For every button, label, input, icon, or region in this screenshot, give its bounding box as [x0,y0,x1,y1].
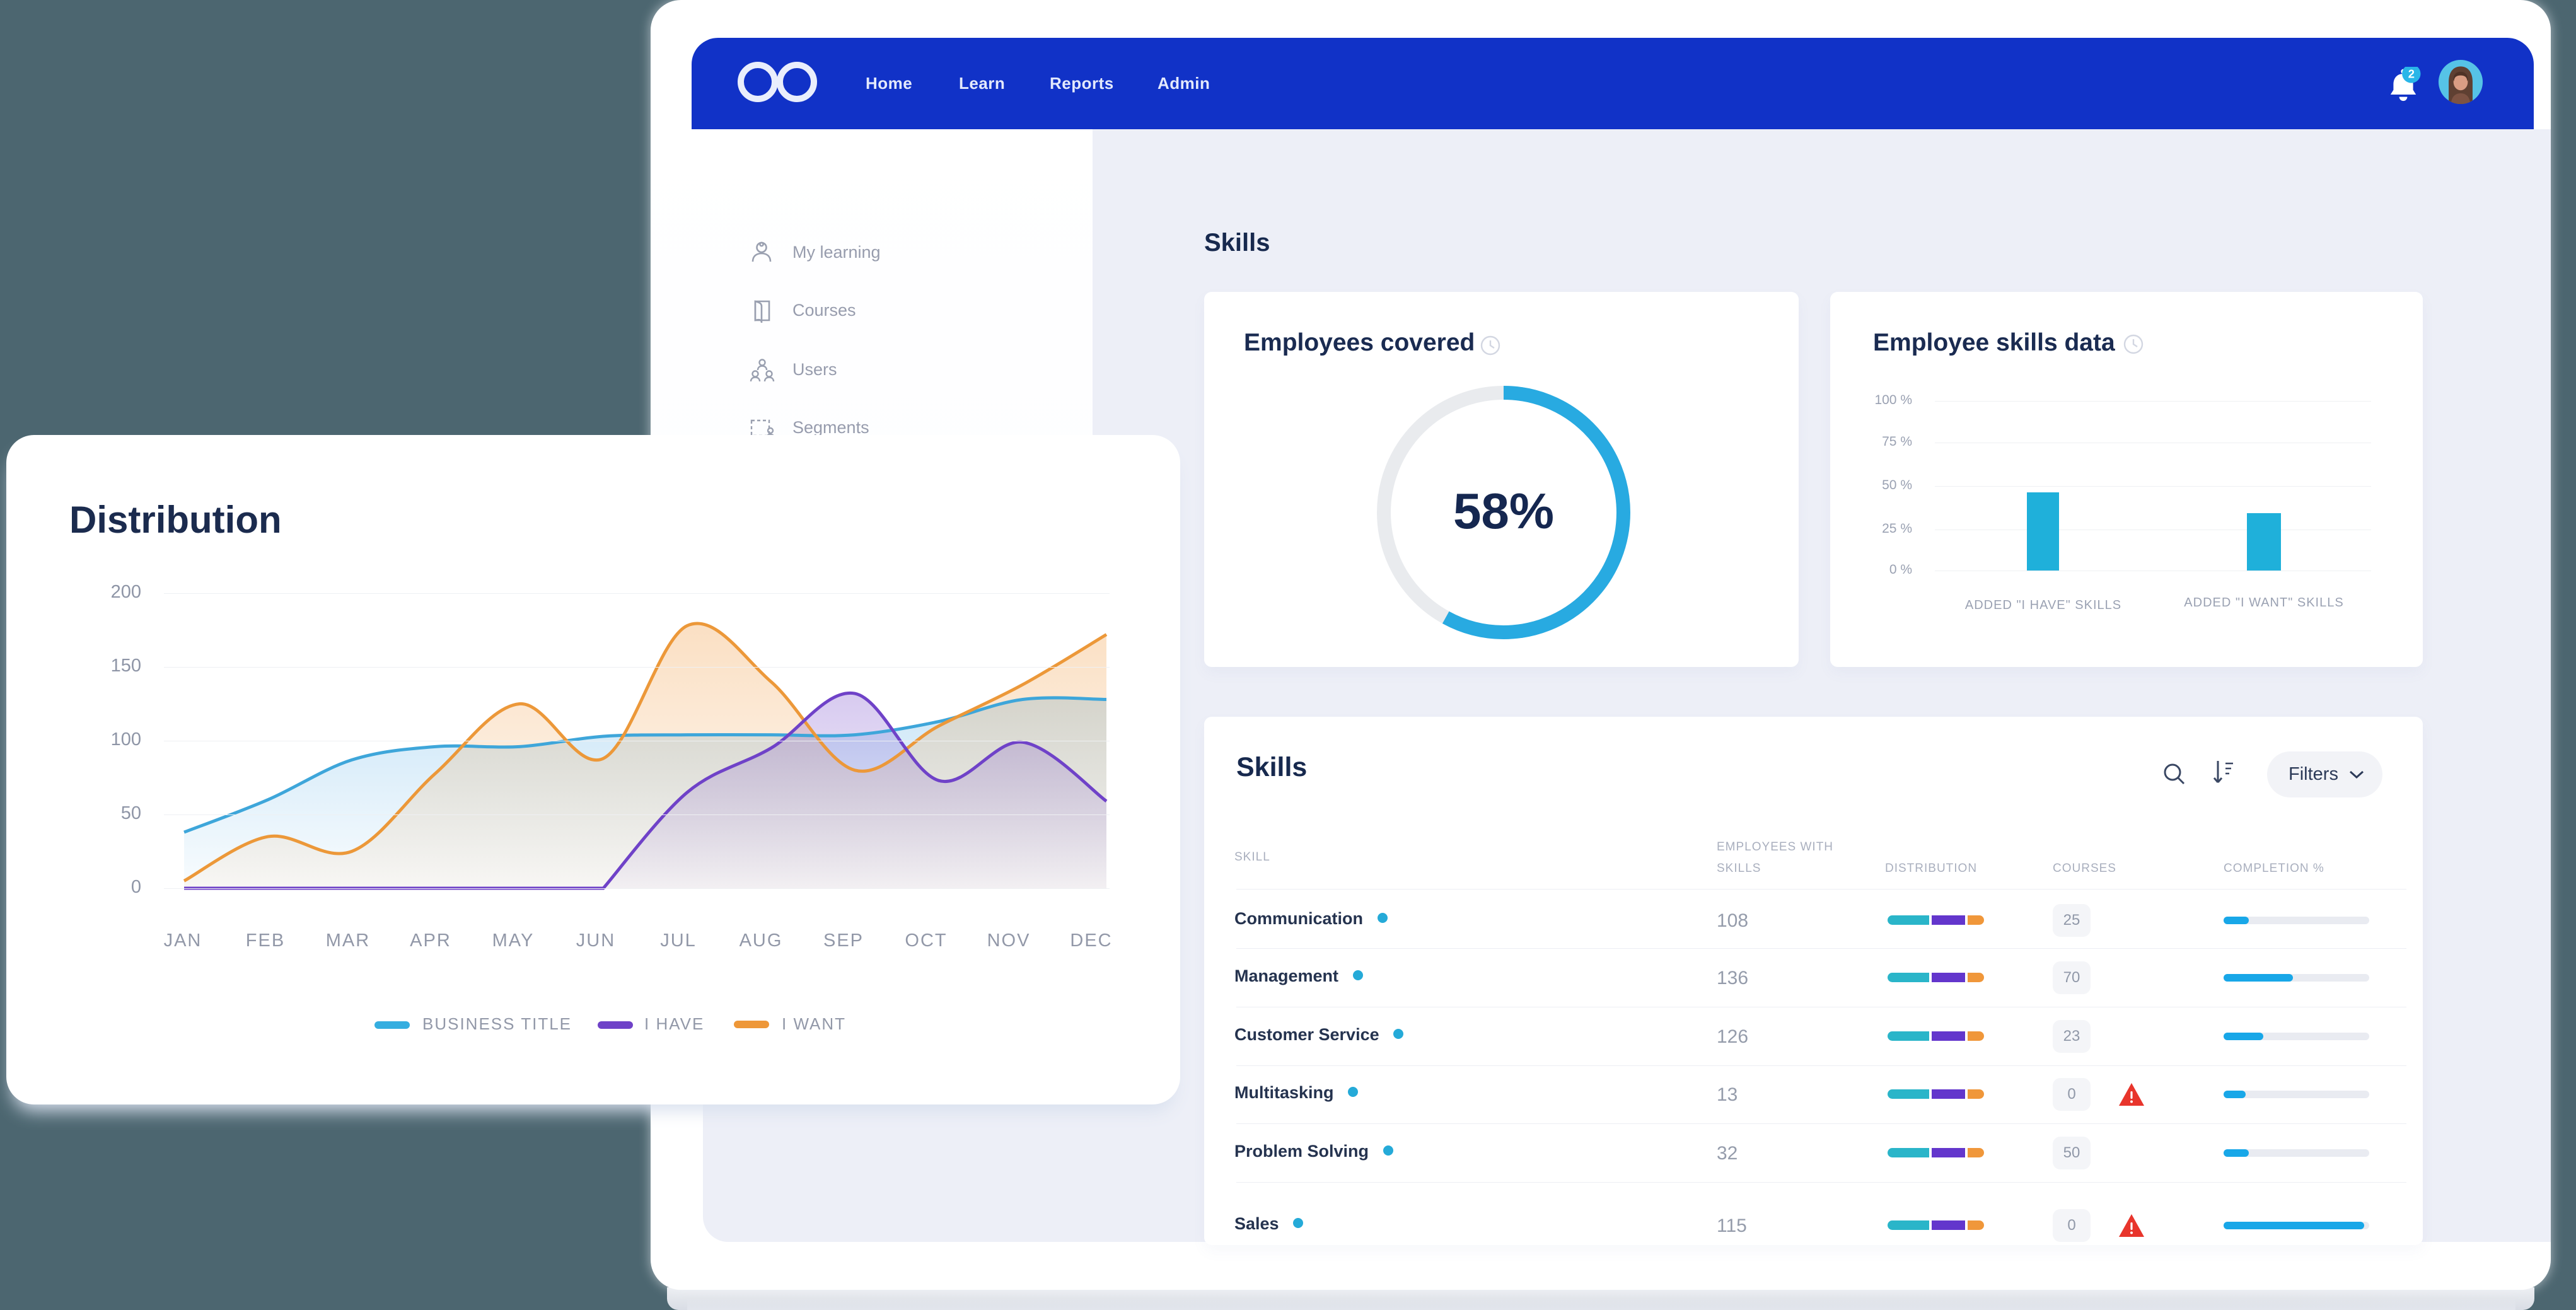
svg-text:2: 2 [2408,67,2415,80]
